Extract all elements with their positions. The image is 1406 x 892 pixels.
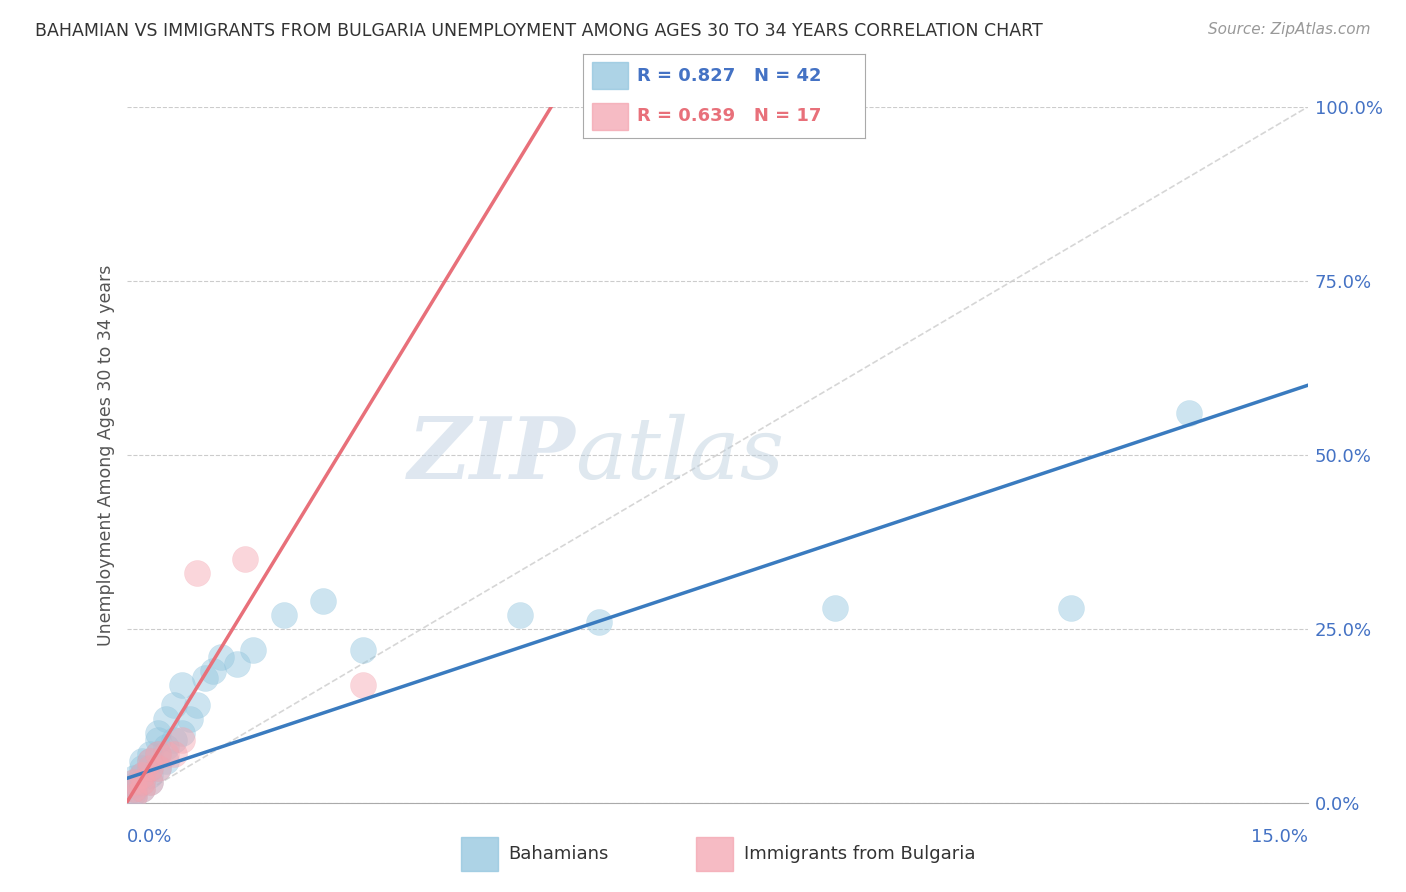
Point [186, 698, 208, 713]
Point [146, 747, 169, 761]
Point [131, 775, 153, 789]
Y-axis label: Unemployment Among Ages 30 to 34 years: Unemployment Among Ages 30 to 34 years [97, 264, 115, 646]
Point [131, 775, 153, 789]
Text: R = 0.827   N = 42: R = 0.827 N = 42 [637, 67, 821, 85]
Point [163, 747, 186, 761]
Point [170, 726, 193, 740]
Text: ZIP: ZIP [408, 413, 575, 497]
Point [124, 789, 146, 803]
Point [124, 772, 146, 786]
Point [146, 726, 169, 740]
Text: R = 0.639   N = 17: R = 0.639 N = 17 [637, 107, 821, 125]
Point [242, 642, 264, 657]
Bar [592, 103, 628, 130]
Text: atlas: atlas [575, 414, 785, 496]
Point [194, 671, 217, 685]
Point [209, 649, 232, 664]
Point [139, 747, 162, 761]
Point [146, 761, 169, 775]
Point [146, 761, 169, 775]
Bar [696, 837, 733, 871]
Point [186, 566, 208, 581]
Point [139, 761, 162, 775]
Point [131, 768, 153, 782]
Point [124, 781, 146, 796]
Text: 0.0%: 0.0% [127, 828, 172, 846]
Point [352, 642, 374, 657]
Point [131, 754, 153, 768]
Text: Bahamians: Bahamians [509, 845, 609, 863]
Point [225, 657, 247, 671]
Point [124, 778, 146, 792]
Point [146, 733, 169, 747]
Point [131, 781, 153, 796]
Point [155, 712, 177, 726]
Point [131, 768, 153, 782]
Point [139, 768, 162, 782]
Point [124, 781, 146, 796]
Point [163, 733, 186, 747]
Point [273, 607, 295, 622]
Point [124, 789, 146, 803]
Point [124, 785, 146, 799]
Point [170, 677, 193, 691]
Point [1060, 601, 1083, 615]
Point [312, 594, 335, 608]
Point [139, 754, 162, 768]
Point [155, 754, 177, 768]
Point [139, 775, 162, 789]
Point [163, 698, 186, 713]
Point [588, 615, 610, 629]
Point [131, 781, 153, 796]
Text: Immigrants from Bulgaria: Immigrants from Bulgaria [744, 845, 976, 863]
Point [352, 677, 374, 691]
Point [233, 552, 256, 566]
Point [124, 775, 146, 789]
Point [155, 740, 177, 755]
Text: 15.0%: 15.0% [1250, 828, 1308, 846]
Point [124, 775, 146, 789]
Point [139, 775, 162, 789]
Point [139, 754, 162, 768]
Point [1178, 406, 1201, 420]
Point [139, 761, 162, 775]
Point [824, 601, 846, 615]
Point [155, 747, 177, 761]
Point [146, 747, 169, 761]
Bar [461, 837, 498, 871]
Point [202, 664, 225, 678]
Point [179, 712, 201, 726]
Point [131, 761, 153, 775]
Bar [592, 62, 628, 89]
Point [509, 607, 531, 622]
Text: Source: ZipAtlas.com: Source: ZipAtlas.com [1208, 22, 1371, 37]
Text: BAHAMIAN VS IMMIGRANTS FROM BULGARIA UNEMPLOYMENT AMONG AGES 30 TO 34 YEARS CORR: BAHAMIAN VS IMMIGRANTS FROM BULGARIA UNE… [35, 22, 1043, 40]
Point [170, 733, 193, 747]
